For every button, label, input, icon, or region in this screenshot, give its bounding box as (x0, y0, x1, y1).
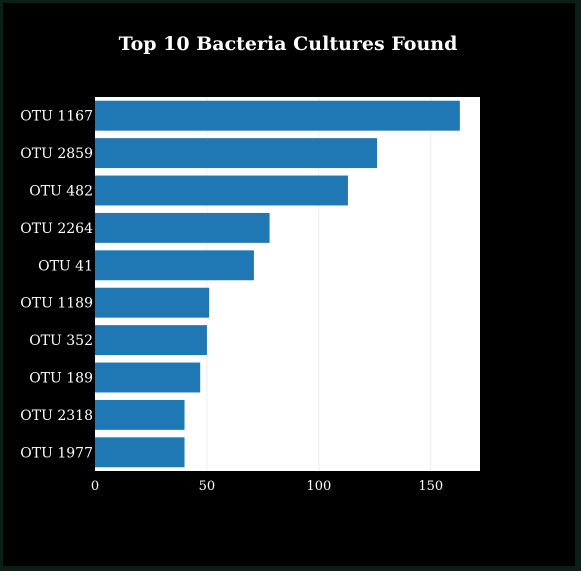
chart-container: Top 10 Bacteria Cultures Found OTU 1167 O… (3, 3, 575, 566)
x-tick-labels: 0 50 100 150 (91, 479, 443, 494)
chart-title: Top 10 Bacteria Cultures Found (119, 33, 458, 55)
x-tick-label: 150 (418, 479, 443, 494)
y-tick-label: OTU 189 (29, 371, 93, 387)
y-tick-label: OTU 482 (29, 184, 93, 200)
bar (95, 100, 460, 131)
x-tick-label: 50 (199, 479, 216, 494)
y-tick-label: OTU 352 (29, 333, 93, 349)
y-tick-label: OTU 2859 (20, 146, 93, 162)
bar (95, 325, 207, 356)
bar (95, 287, 210, 318)
bar (95, 399, 185, 430)
bar (95, 250, 254, 281)
bar (95, 437, 185, 468)
y-tick-labels: OTU 1167 OTU 2859 OTU 482 OTU 2264 OTU 41 OTU… (20, 109, 93, 462)
y-tick-label: OTU 1167 (20, 109, 93, 125)
bar (95, 175, 348, 206)
y-tick-label: OTU 1977 (20, 445, 93, 461)
y-tick-label: OTU 2264 (20, 221, 93, 237)
y-tick-label: OTU 2318 (20, 408, 93, 424)
x-tick-label: 0 (91, 479, 99, 494)
bar (95, 212, 270, 243)
bars (95, 100, 460, 468)
bar (95, 362, 201, 393)
y-tick-label: OTU 41 (38, 258, 93, 274)
bar (95, 138, 378, 169)
y-tick-label: OTU 1189 (20, 296, 93, 312)
bar-chart: Top 10 Bacteria Cultures Found OTU 1167O… (20, 33, 480, 494)
x-tick-label: 100 (306, 479, 331, 494)
